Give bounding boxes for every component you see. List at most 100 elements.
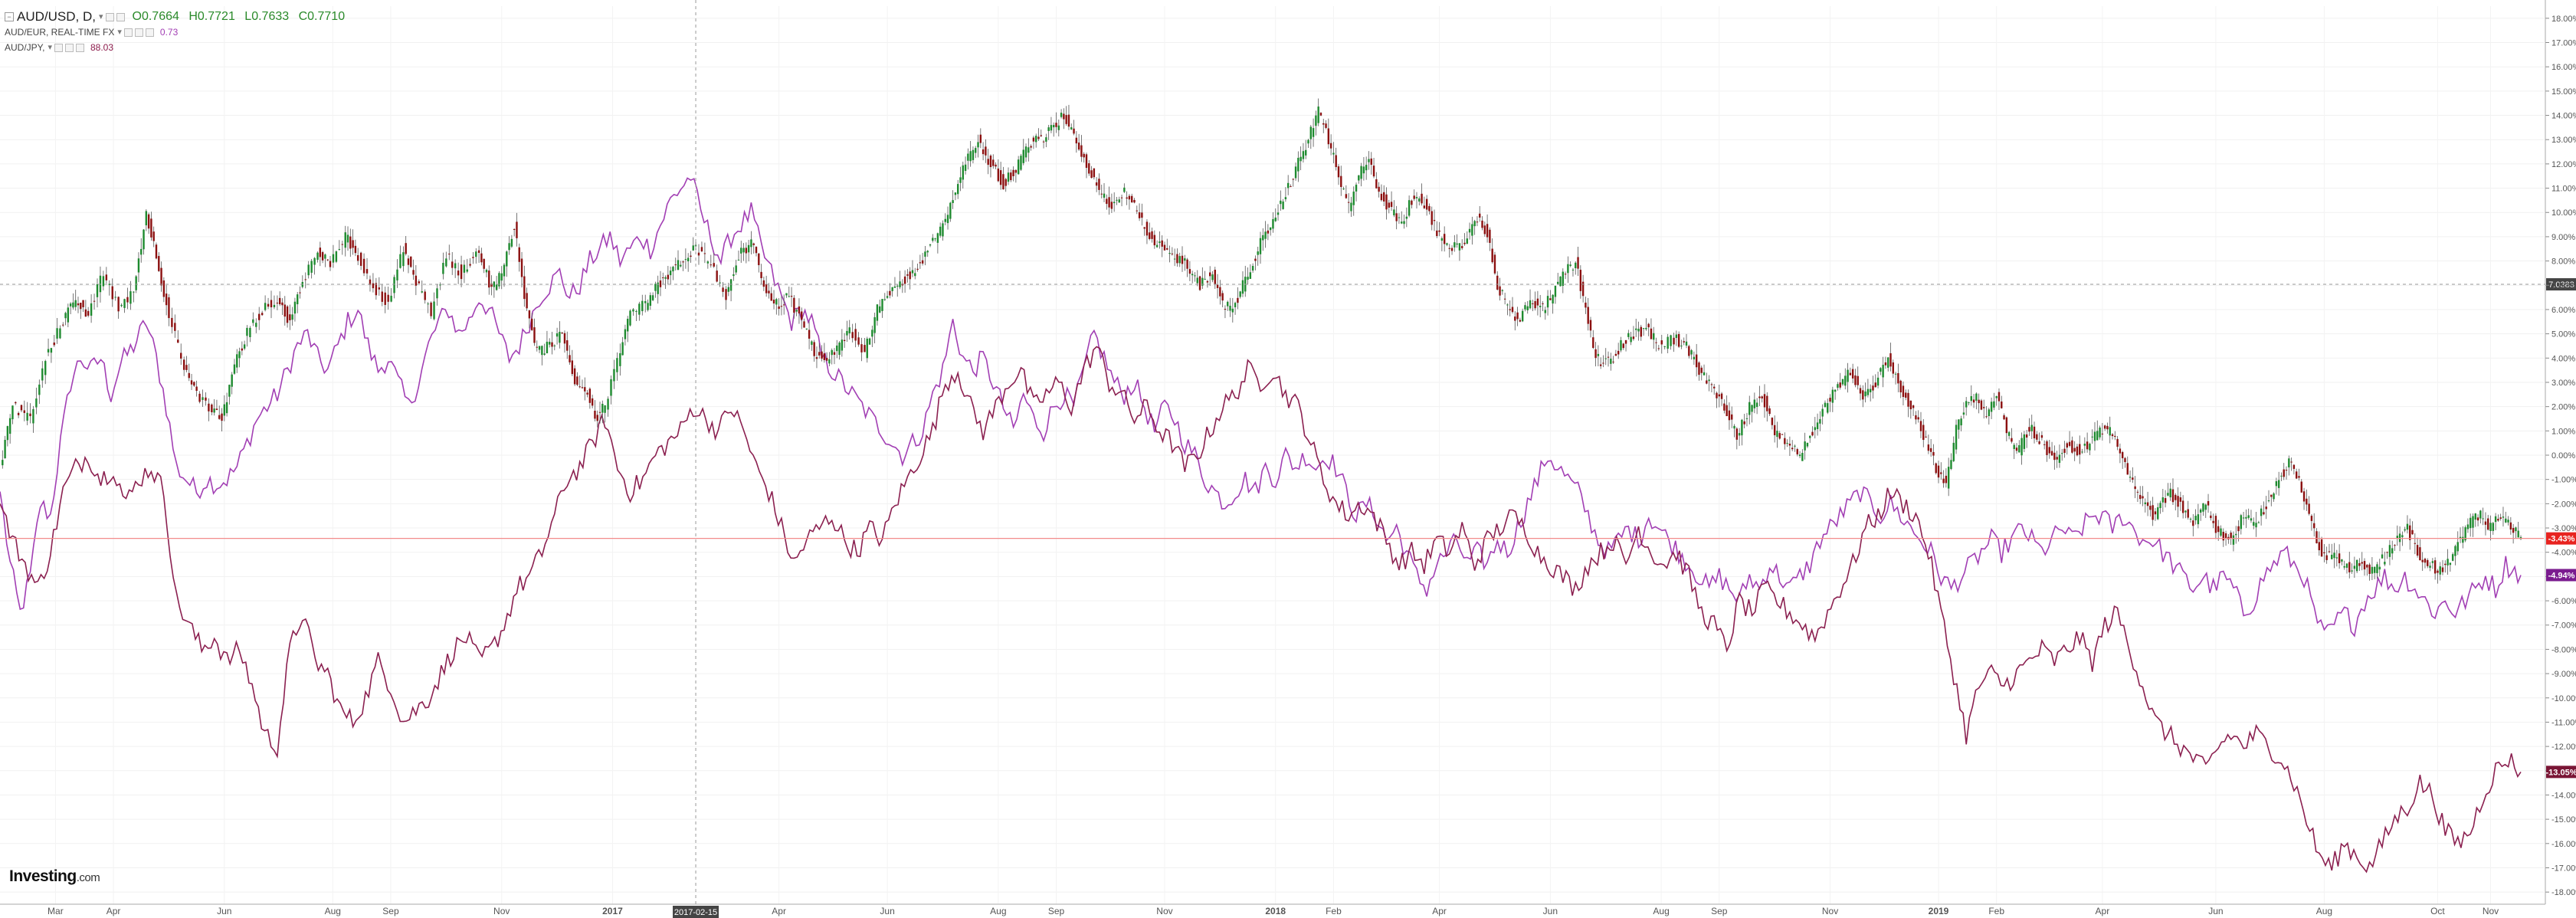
y-tick-label: 17.00% (2551, 39, 2576, 48)
candle-body (1461, 246, 1463, 248)
candle (2439, 562, 2441, 581)
settings-icon[interactable] (134, 28, 143, 37)
candle-body (1181, 255, 1184, 264)
candle-body (500, 273, 503, 281)
candle (1436, 221, 1438, 238)
candle (1355, 182, 1358, 202)
candle (69, 302, 72, 315)
candle-body (1927, 444, 1930, 451)
candle (811, 339, 813, 351)
candle (1915, 411, 1917, 425)
y-tick-label: -8.00% (2551, 645, 2576, 654)
candle (551, 331, 553, 355)
candle (2068, 431, 2071, 448)
candle (1622, 343, 1624, 350)
candle (566, 331, 569, 359)
candle (2444, 560, 2447, 573)
candle (1693, 351, 1696, 366)
candle-body (846, 330, 848, 336)
candle (1168, 245, 1171, 263)
candle-body (2444, 563, 2447, 566)
candle (1897, 363, 1899, 392)
candle-body (1544, 310, 1546, 313)
candle (475, 248, 477, 264)
candle (1286, 175, 1290, 195)
candle-body (1010, 172, 1012, 181)
candle-body (1718, 394, 1720, 397)
candle-body (2476, 517, 2479, 521)
settings-icon[interactable] (105, 12, 114, 21)
candle (1149, 222, 1151, 241)
candle (2005, 416, 2008, 441)
candle-body (2283, 469, 2285, 477)
candle (1614, 349, 1617, 356)
candle-body (1866, 389, 1870, 395)
candle (1479, 205, 1481, 222)
candle (1093, 168, 1096, 180)
candle-body (982, 149, 985, 155)
candle-body (1305, 149, 1307, 156)
candle (506, 250, 508, 277)
candle-body (962, 165, 964, 180)
candle (133, 291, 135, 303)
candle (553, 344, 556, 351)
candle (1380, 184, 1383, 202)
candle-body (332, 254, 335, 263)
candle-body (518, 247, 520, 262)
collapse-icon[interactable]: − (5, 12, 14, 21)
candle (1857, 366, 1859, 390)
candle-body (2167, 493, 2169, 496)
candle-body (624, 329, 627, 339)
candle-body (1309, 126, 1312, 139)
candle (1585, 297, 1587, 314)
candle-body (310, 261, 313, 273)
candle (559, 321, 561, 349)
visibility-icon[interactable] (54, 43, 63, 52)
candle-body (2277, 480, 2280, 488)
candle (2451, 552, 2454, 562)
candle-body (747, 244, 750, 253)
settings-icon[interactable] (65, 43, 74, 52)
candle (2007, 431, 2011, 440)
candle (1254, 255, 1257, 270)
candle (1496, 271, 1499, 291)
candle-body (1841, 379, 1844, 385)
candle-body (1145, 221, 1149, 236)
candle (1108, 186, 1110, 215)
candle-body (2388, 545, 2391, 557)
close-icon[interactable] (145, 28, 154, 37)
candle (1176, 248, 1178, 267)
candle (975, 146, 977, 159)
candle-body (427, 303, 429, 305)
candle-body (1403, 221, 1405, 225)
candle-body (798, 306, 801, 314)
candle (1358, 175, 1360, 184)
x-tick-label: 2018 (1265, 906, 1286, 916)
candle (466, 258, 468, 274)
candle-body (2447, 559, 2449, 566)
candle (1277, 204, 1280, 221)
y-tick-label: 2.00% (2551, 403, 2575, 412)
candle (198, 391, 201, 404)
candle-body (231, 374, 233, 387)
candle (1993, 392, 1995, 411)
close-icon[interactable] (116, 12, 125, 21)
candle (1542, 301, 1544, 312)
chevron-down-icon[interactable]: ▾ (98, 12, 103, 21)
candle (50, 347, 53, 363)
candle-body (1241, 280, 1244, 294)
candle (526, 287, 528, 311)
candle (523, 265, 526, 307)
close-icon[interactable] (76, 43, 84, 52)
candle (1559, 276, 1562, 287)
candle-body (1219, 287, 1221, 297)
chevron-down-icon[interactable]: ▾ (117, 28, 122, 37)
candle-body (1990, 402, 1993, 412)
candle (2404, 526, 2406, 533)
candle-body (1229, 305, 1231, 311)
visibility-icon[interactable] (123, 28, 133, 37)
candle (871, 325, 873, 347)
x-tick-label: Oct (2430, 906, 2445, 916)
chevron-down-icon[interactable]: ▾ (48, 43, 52, 52)
